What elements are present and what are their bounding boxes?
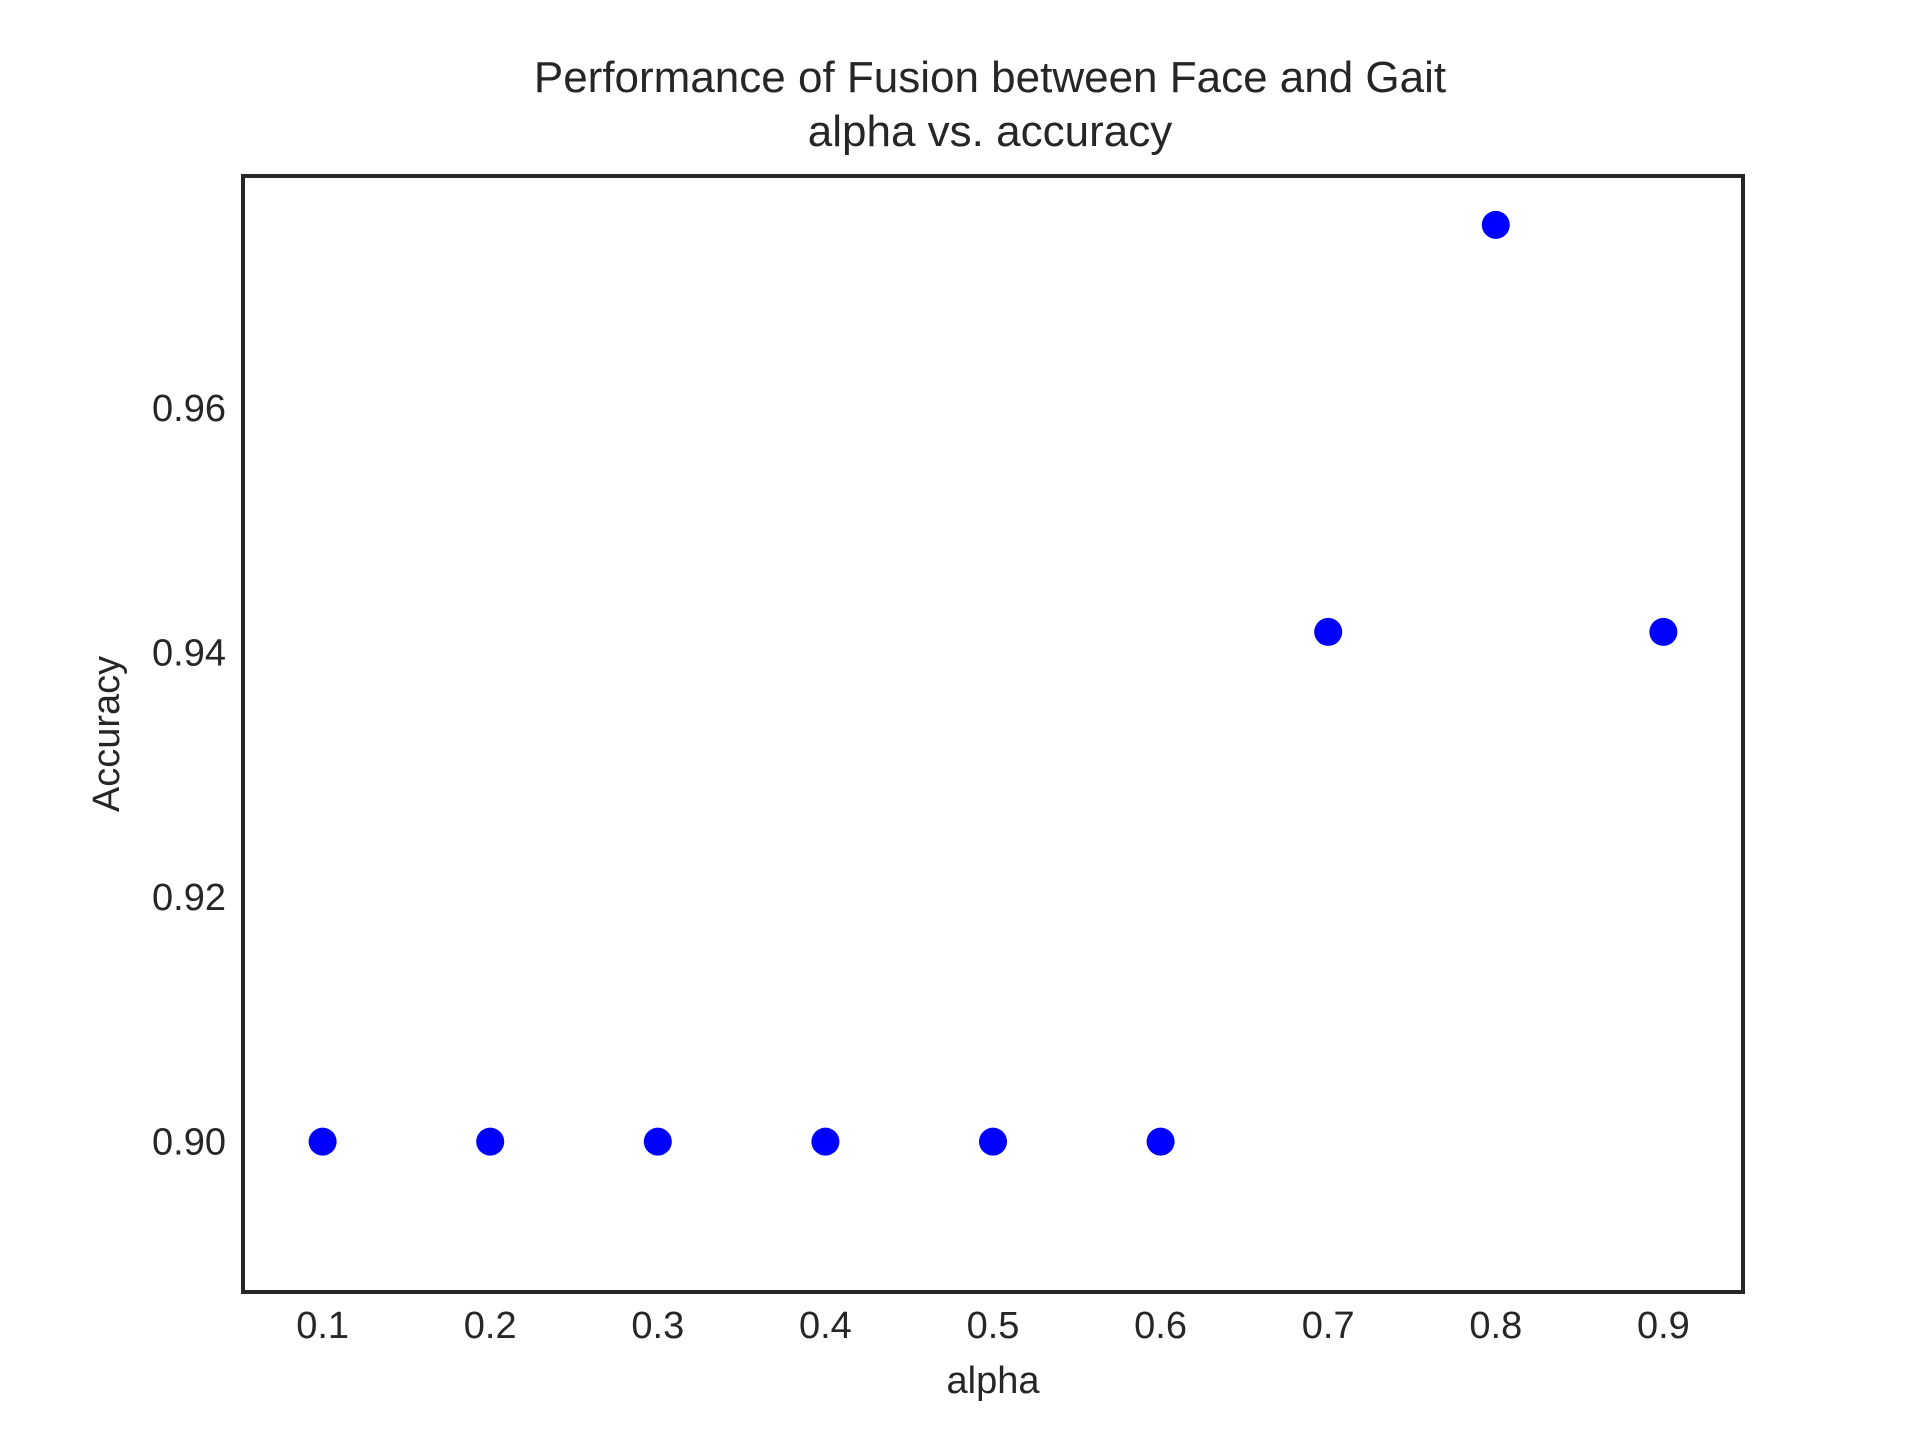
chart-title-line1: Performance of Fusion between Face and G… bbox=[534, 53, 1446, 102]
data-point bbox=[811, 1127, 840, 1156]
x-tick-label: 0.8 bbox=[1469, 1305, 1522, 1347]
y-tick-label: 0.94 bbox=[152, 633, 226, 675]
y-tick-label: 0.96 bbox=[152, 388, 226, 430]
x-tick-label: 0.1 bbox=[296, 1305, 349, 1347]
data-point bbox=[308, 1127, 337, 1156]
chart-title-line2: alpha vs. accuracy bbox=[808, 107, 1172, 156]
data-point bbox=[643, 1127, 672, 1156]
x-tick-label: 0.3 bbox=[631, 1305, 684, 1347]
x-tick-label: 0.7 bbox=[1302, 1305, 1355, 1347]
y-axis-label: Accuracy bbox=[86, 656, 128, 812]
y-axis-ticks: 0.90 0.92 0.94 0.96 bbox=[152, 388, 226, 1163]
data-points-layer bbox=[308, 210, 1678, 1156]
y-tick-label: 0.90 bbox=[152, 1122, 226, 1164]
x-axis-label: alpha bbox=[947, 1360, 1041, 1402]
y-tick-label: 0.92 bbox=[152, 877, 226, 919]
plot-frame bbox=[241, 174, 1745, 1294]
x-tick-label: 0.9 bbox=[1637, 1305, 1690, 1347]
x-tick-label: 0.2 bbox=[464, 1305, 517, 1347]
data-point bbox=[1649, 617, 1678, 646]
x-tick-label: 0.6 bbox=[1134, 1305, 1187, 1347]
data-point bbox=[476, 1127, 505, 1156]
x-tick-label: 0.4 bbox=[799, 1305, 852, 1347]
data-point bbox=[1481, 210, 1510, 239]
x-axis-ticks: 0.1 0.2 0.3 0.4 0.5 0.6 0.7 0.8 0.9 bbox=[296, 1305, 1690, 1347]
data-point bbox=[979, 1127, 1007, 1156]
data-point bbox=[1146, 1127, 1175, 1156]
x-tick-label: 0.5 bbox=[967, 1305, 1020, 1347]
data-point bbox=[1314, 617, 1343, 646]
